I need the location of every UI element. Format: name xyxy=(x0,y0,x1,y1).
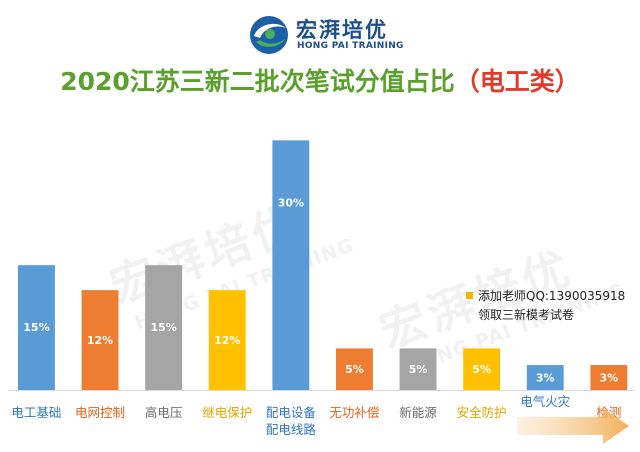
bar-value-label: 3% xyxy=(536,372,555,385)
bar-6 xyxy=(399,348,437,390)
bar-value-label: 30% xyxy=(278,196,304,209)
chart-title-main: 2020江苏三新二批次笔试分值占比 xyxy=(60,67,455,96)
bar-value-label: 12% xyxy=(214,334,240,347)
promo-line1: 添加老师QQ:1390035918 xyxy=(478,289,626,303)
promo-text: 添加老师QQ:1390035918 领取三新模考试卷 xyxy=(466,287,625,325)
bar-1 xyxy=(81,290,119,390)
bar-value-label: 15% xyxy=(23,321,49,334)
logo-swirl-icon xyxy=(250,16,288,54)
x-tick-label: 电网控制 xyxy=(75,405,125,420)
bar-3 xyxy=(208,290,246,390)
brand-logo: 宏湃培优 HONG PAI TRAINING xyxy=(248,14,403,56)
x-tick-label: 无功补偿 xyxy=(329,405,379,420)
promo-square-icon xyxy=(466,292,473,299)
bar-8 xyxy=(526,365,564,390)
bar-value-label: 15% xyxy=(150,321,176,334)
x-tick-label: 配电线路 xyxy=(266,422,317,437)
x-tick-label: 配电设备 xyxy=(266,405,317,420)
x-tick-label: 高电压 xyxy=(145,405,183,420)
bar-4 xyxy=(272,140,310,390)
bar-9 xyxy=(590,365,628,390)
promo-line2: 领取三新模考试卷 xyxy=(478,308,575,322)
logo-name-en: HONG PAI TRAINING xyxy=(297,41,404,51)
x-tick-label: 安全防护 xyxy=(457,405,507,420)
bar-7 xyxy=(463,348,501,390)
x-tick-label: 电气火灾 xyxy=(520,394,571,409)
logo-name-cn: 宏湃培优 xyxy=(296,18,388,42)
bar-value-label: 3% xyxy=(600,372,619,385)
chart-title-category: （电工类） xyxy=(454,67,580,96)
arrow-right-icon xyxy=(517,408,629,444)
bar-value-label: 5% xyxy=(345,363,364,376)
bar-2 xyxy=(145,265,183,390)
x-tick-label: 继电保护 xyxy=(202,405,252,420)
x-tick-label: 电工基础 xyxy=(11,405,61,420)
bar-value-label: 12% xyxy=(87,334,113,347)
x-tick-label: 新能源 xyxy=(399,405,437,420)
bar-0 xyxy=(18,265,55,390)
bar-value-label: 5% xyxy=(409,363,428,376)
bar-5 xyxy=(336,348,373,390)
bar-value-label: 5% xyxy=(472,363,491,376)
chart-title: 2020江苏三新二批次笔试分值占比（电工类） xyxy=(0,62,640,98)
